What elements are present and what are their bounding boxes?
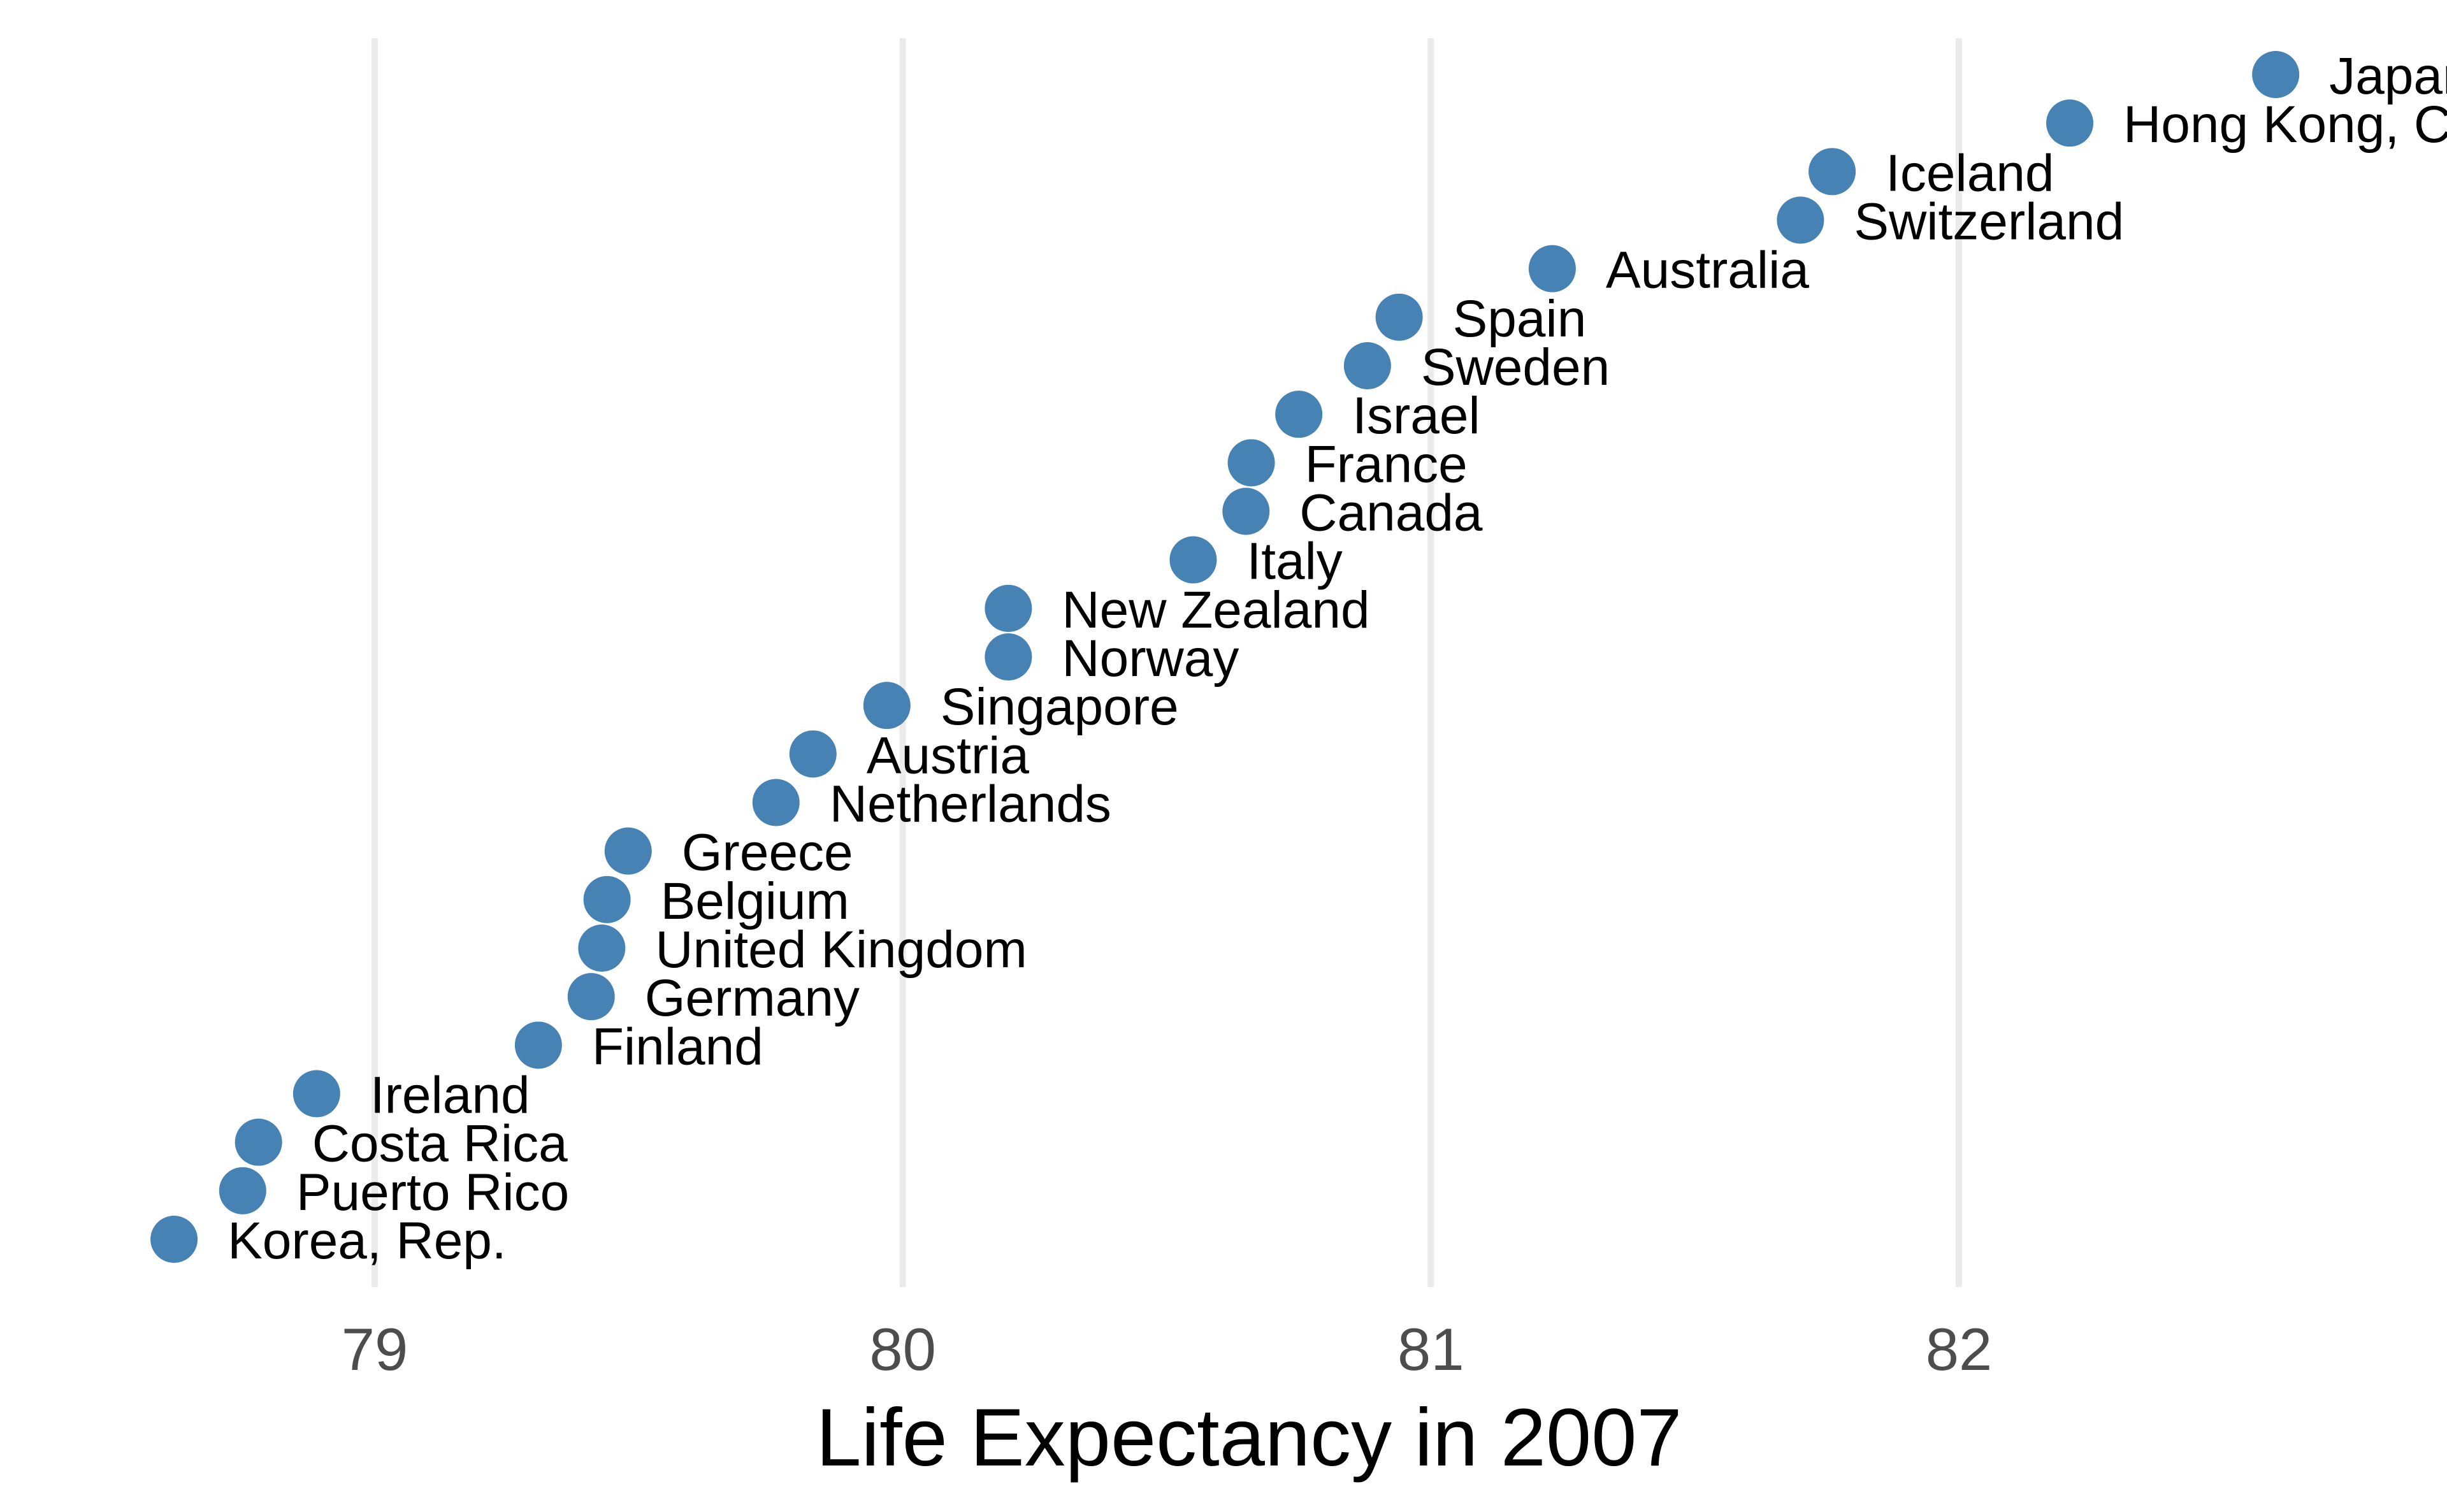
x-axis-title: Life Expectancy in 2007 [816, 1392, 1682, 1483]
point-sweden [1343, 342, 1391, 389]
point-spain [1375, 293, 1423, 341]
point-italy [1169, 536, 1217, 584]
point-label-finland: Finland [592, 1018, 763, 1076]
point-label-sweden: Sweden [1421, 338, 1610, 396]
x-tick-label-81: 81 [1397, 1316, 1464, 1383]
point-label-iceland: Iceland [1886, 144, 2054, 202]
point-label-ireland: Ireland [370, 1067, 530, 1125]
point-ireland [292, 1070, 340, 1118]
point-label-singapore: Singapore [941, 678, 1179, 736]
point-iceland [1808, 148, 1856, 196]
point-belgium [583, 875, 631, 923]
point-switzerland [1777, 196, 1824, 244]
point-label-puerto-rico: Puerto Rico [296, 1163, 569, 1221]
point-label-australia: Australia [1606, 241, 1809, 299]
point-label-israel: Israel [1352, 387, 1480, 445]
point-puerto-rico [219, 1167, 266, 1214]
point-finland [514, 1021, 562, 1069]
gridlines [372, 38, 1962, 1287]
point-germany [567, 973, 615, 1021]
point-label-spain: Spain [1453, 290, 1587, 348]
point-label-united-kingdom: United Kingdom [655, 921, 1027, 979]
x-tick-label-80: 80 [869, 1316, 936, 1383]
point-greece [604, 827, 652, 875]
point-hong-kong-china [2046, 99, 2094, 147]
point-label-belgium: Belgium [661, 872, 849, 930]
point-label-austria: Austria [867, 726, 1030, 784]
point-israel [1275, 391, 1323, 438]
point-norway [985, 633, 1032, 680]
point-costa-rica [235, 1118, 282, 1166]
point-label-japan: Japan [2329, 47, 2447, 105]
data-points [150, 51, 2300, 1263]
point-korea-rep [150, 1216, 198, 1263]
point-france [1227, 439, 1275, 487]
point-label-costa-rica: Costa Rica [312, 1115, 568, 1173]
point-netherlands [752, 779, 800, 826]
point-austria [789, 730, 837, 778]
point-canada [1222, 487, 1270, 535]
point-japan [2252, 51, 2300, 98]
point-new-zealand [985, 584, 1032, 632]
point-australia [1528, 245, 1576, 292]
point-label-netherlands: Netherlands [830, 775, 1111, 833]
x-tick-label-82: 82 [1926, 1316, 1993, 1383]
point-label-hong-kong-china: Hong Kong, China [2123, 96, 2447, 154]
point-label-italy: Italy [1246, 533, 1342, 591]
point-label-greece: Greece [682, 824, 853, 882]
point-label-new-zealand: New Zealand [1062, 581, 1369, 639]
point-singapore [863, 682, 911, 730]
point-label-canada: Canada [1299, 484, 1483, 542]
point-label-korea-rep: Korea, Rep. [227, 1212, 507, 1270]
point-label-switzerland: Switzerland [1854, 193, 2124, 251]
point-united-kingdom [578, 925, 626, 972]
point-label-france: France [1305, 435, 1468, 493]
point-label-germany: Germany [645, 969, 860, 1027]
x-tick-label-79: 79 [342, 1316, 408, 1383]
x-axis-ticks: 79 80 81 82 [342, 1316, 1993, 1383]
point-label-norway: Norway [1062, 630, 1239, 688]
